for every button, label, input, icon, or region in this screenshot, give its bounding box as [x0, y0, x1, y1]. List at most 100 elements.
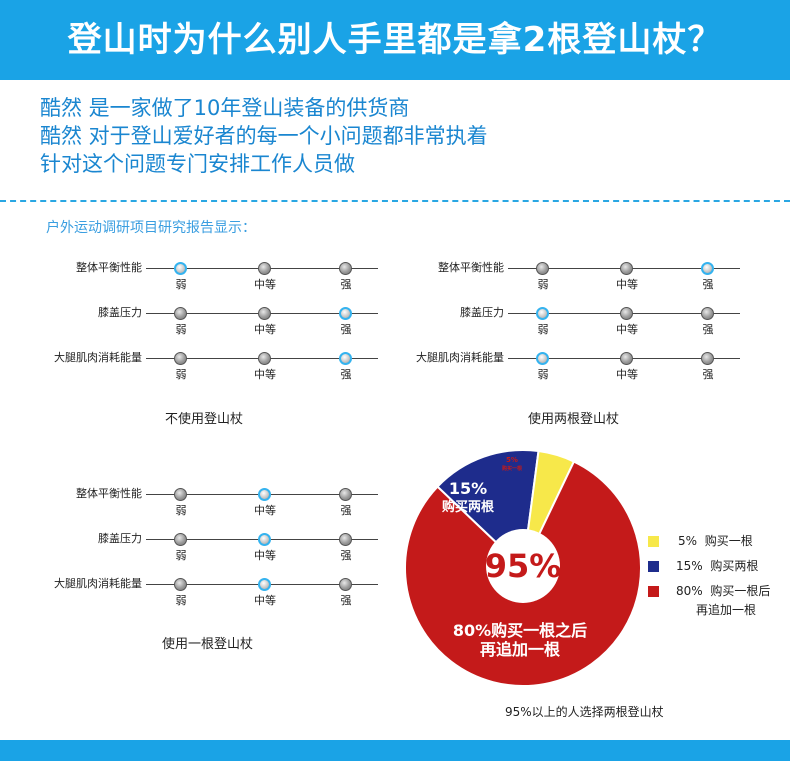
rating-dot	[620, 352, 633, 365]
rating-scale-label: 强	[702, 368, 714, 381]
rating-row-label: 大腿肌肉消耗能量	[54, 351, 142, 364]
rating-dot	[339, 533, 352, 546]
legend-label-one: 购买一根	[704, 534, 753, 548]
dashed-divider	[0, 200, 790, 202]
rating-row-balance: 整体平衡性能弱 中等 强	[362, 260, 742, 300]
pie-label-one-pole-pct: 5%	[506, 456, 518, 464]
legend-text-two: 15% 购买两根	[676, 558, 758, 574]
legend-pct-one: 5%	[678, 534, 698, 548]
legend-swatch-red	[648, 586, 659, 597]
legend-text-three: 80% 购买一根后	[676, 583, 770, 599]
legend-text-three-line2: 再追加一根	[696, 603, 757, 617]
rating-scale-label: 弱	[175, 549, 187, 562]
pie-chart: 95% 15% 购买两根 5% 购买一根 80%购买一根之后 再追加一根	[403, 448, 643, 688]
rating-dot-selected	[536, 307, 549, 320]
intro-text: 酷然 是一家做了10年登山装备的供货商 酷然 对于登山爱好者的每一个小问题都非常…	[40, 94, 488, 178]
pie-label-one-pole-text: 购买一根	[502, 465, 523, 472]
rating-scale-label: 强	[340, 504, 352, 517]
rating-dot	[701, 307, 714, 320]
rating-row-label: 整体平衡性能	[76, 487, 142, 500]
panel-caption-no-pole: 不使用登山杖	[165, 412, 244, 427]
rating-scale-label: 中等	[254, 323, 276, 336]
rating-dot	[339, 578, 352, 591]
panel-no-pole: 整体平衡性能弱中等强膝盖压力弱中等强大腿肌肉消耗能量弱中等强	[0, 260, 380, 430]
legend-text-one: 5% 购买一根	[678, 533, 753, 549]
rating-scale-label: 中等	[616, 323, 638, 336]
pie-label-add-one-line1: 80%购买一根之后	[453, 621, 587, 640]
rating-scale-label: 弱	[175, 323, 187, 336]
rating-scale-label: 中等	[254, 278, 276, 291]
rating-row-label: 整体平衡性能	[76, 261, 142, 274]
legend-swatch-yellow	[648, 536, 659, 547]
rating-scale-label: 强	[340, 368, 352, 381]
panel-two-poles: 整体平衡性能弱中等强膝盖压力弱中等强大腿肌肉消耗能量弱中等强	[362, 260, 742, 430]
rating-scale-label: 弱	[175, 594, 187, 607]
pie-center-disc	[486, 529, 560, 603]
rating-scale-label: 中等	[254, 549, 276, 562]
rating-dot-selected	[258, 578, 271, 591]
rating-row-knee: 膝盖压力弱 中等 强	[362, 305, 742, 345]
rating-row-thigh: 大腿肌肉消耗能量弱 中等 强	[362, 350, 742, 390]
pie-center-label: 95%	[485, 547, 562, 585]
rating-dot	[339, 488, 352, 501]
panel-caption-one-pole: 使用一根登山杖	[162, 637, 254, 652]
intro-line-2: 酷然 对于登山爱好者的每一个小问题都非常执着	[40, 124, 488, 148]
rating-scale-label: 中等	[254, 594, 276, 607]
rating-dot-selected	[174, 262, 187, 275]
rating-dot	[536, 262, 549, 275]
rating-dot	[620, 307, 633, 320]
page-title: 登山时为什么别人手里都是拿2根登山杖？	[67, 20, 723, 60]
rating-scale-label: 强	[702, 323, 714, 336]
legend-pct-two: 15%	[676, 559, 703, 573]
pie-label-two-poles-text: 购买两根	[442, 499, 495, 515]
legend-pct-three: 80%	[676, 584, 703, 598]
rating-dot	[620, 262, 633, 275]
rating-scale-label: 强	[340, 594, 352, 607]
rating-dot-selected	[339, 307, 352, 320]
rating-dot-selected	[339, 352, 352, 365]
footer-bar	[0, 740, 790, 761]
rating-scale-label: 弱	[175, 368, 187, 381]
pie-label-two-poles-pct: 15%	[449, 479, 487, 498]
rating-row-label: 膝盖压力	[98, 306, 142, 319]
rating-scale-label: 中等	[254, 368, 276, 381]
intro-line-1: 酷然 是一家做了10年登山装备的供货商	[40, 96, 410, 120]
rating-dot	[174, 307, 187, 320]
rating-dot-selected	[258, 533, 271, 546]
rating-scale-label: 弱	[175, 278, 187, 291]
rating-dot	[701, 352, 714, 365]
legend-item-three: 80% 购买一根后 再追加一根	[648, 583, 788, 623]
rating-row-knee: 膝盖压力弱 中等 强	[0, 305, 380, 345]
rating-dot	[174, 578, 187, 591]
rating-row-balance: 整体平衡性能弱 中等 强	[0, 486, 380, 526]
header-banner	[0, 0, 790, 80]
rating-scale-label: 中等	[254, 504, 276, 517]
legend-swatch-blue	[648, 561, 659, 572]
rating-scale-label: 强	[340, 323, 352, 336]
rating-dot	[339, 262, 352, 275]
rating-dot	[174, 352, 187, 365]
rating-row-label: 大腿肌肉消耗能量	[416, 351, 504, 364]
legend-label-two: 购买两根	[710, 559, 759, 573]
rating-scale-label: 中等	[616, 278, 638, 291]
panel-caption-two-poles: 使用两根登山杖	[528, 412, 620, 427]
rating-scale-label: 强	[702, 278, 714, 291]
intro-line-3: 针对这个问题专门安排工作人员做	[40, 152, 355, 176]
rating-dot	[258, 307, 271, 320]
rating-dot	[258, 262, 271, 275]
rating-scale-label: 强	[340, 278, 352, 291]
rating-row-label: 整体平衡性能	[438, 261, 504, 274]
survey-subtitle: 户外运动调研项目研究报告显示：	[46, 220, 256, 236]
legend-item-one: 5% 购买一根	[648, 533, 788, 553]
rating-row-label: 大腿肌肉消耗能量	[54, 577, 142, 590]
panel-one-pole: 整体平衡性能弱中等强膝盖压力弱中等强大腿肌肉消耗能量弱中等强	[0, 486, 380, 656]
rating-scale-label: 弱	[537, 278, 549, 291]
rating-row-label: 膝盖压力	[460, 306, 504, 319]
rating-scale-label: 弱	[537, 323, 549, 336]
rating-dot	[258, 352, 271, 365]
rating-row-thigh: 大腿肌肉消耗能量弱 中等 强	[0, 350, 380, 390]
rating-row-balance: 整体平衡性能弱 中等 强	[0, 260, 380, 300]
rating-row-knee: 膝盖压力弱 中等 强	[0, 531, 380, 571]
rating-dot	[174, 533, 187, 546]
